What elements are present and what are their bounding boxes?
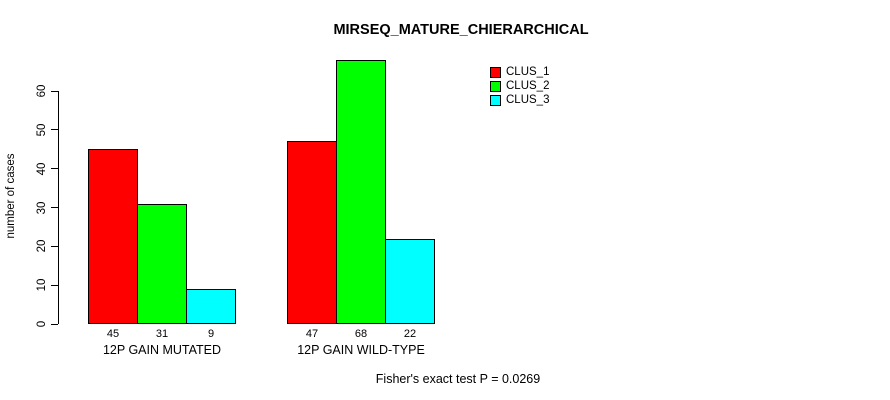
stat-test-caption: Fisher's exact test P = 0.0269	[375, 372, 541, 386]
y-axis-line	[58, 91, 59, 324]
bar-value-label: 9	[207, 328, 215, 340]
bar-clus_1-1	[88, 149, 138, 324]
legend-item-clus_1: CLUS_1	[490, 65, 549, 79]
legend-swatch-icon	[490, 80, 501, 92]
y-tick	[51, 323, 58, 325]
y-tick-label: 0	[36, 320, 48, 328]
legend-swatch-icon	[490, 66, 501, 78]
y-tick	[51, 168, 58, 170]
bar-clus_2-2	[336, 60, 386, 324]
bar-clus_1-2	[287, 141, 337, 324]
y-tick-label: 40	[36, 162, 48, 176]
y-tick-label: 10	[36, 278, 48, 292]
bar-value-label: 22	[403, 328, 417, 340]
y-tick	[51, 284, 58, 286]
legend-item-clus_2: CLUS_2	[490, 79, 549, 93]
bar-clus_3-1	[186, 289, 236, 324]
legend-label: CLUS_1	[506, 66, 550, 78]
legend-swatch-icon	[490, 94, 501, 106]
y-tick	[51, 90, 58, 92]
group-label: 12P GAIN MUTATED	[102, 343, 222, 357]
bar-value-label: 45	[106, 328, 120, 340]
bar-clus_3-2	[385, 239, 435, 324]
y-tick	[51, 129, 58, 131]
y-tick	[51, 207, 58, 208]
chart-title: MIRSEQ_MATURE_CHIERARCHICAL	[333, 22, 589, 38]
bar-value-label: 68	[354, 328, 368, 340]
y-tick-label: 60	[36, 84, 48, 98]
bar-value-label: 31	[155, 328, 169, 340]
legend-label: CLUS_3	[506, 94, 550, 106]
legend-label: CLUS_2	[506, 80, 550, 92]
y-tick-label: 30	[36, 201, 48, 214]
legend: CLUS_1 CLUS_2 CLUS_3	[490, 65, 549, 107]
y-tick	[51, 245, 58, 247]
y-tick-label: 20	[36, 239, 48, 253]
bar-value-label: 47	[305, 328, 319, 340]
legend-item-clus_3: CLUS_3	[490, 93, 549, 107]
group-label: 12P GAIN WILD-TYPE	[297, 343, 425, 357]
y-axis-label: number of cases	[5, 153, 17, 239]
bar-clus_2-1	[137, 204, 187, 324]
y-tick-label: 50	[36, 123, 48, 137]
